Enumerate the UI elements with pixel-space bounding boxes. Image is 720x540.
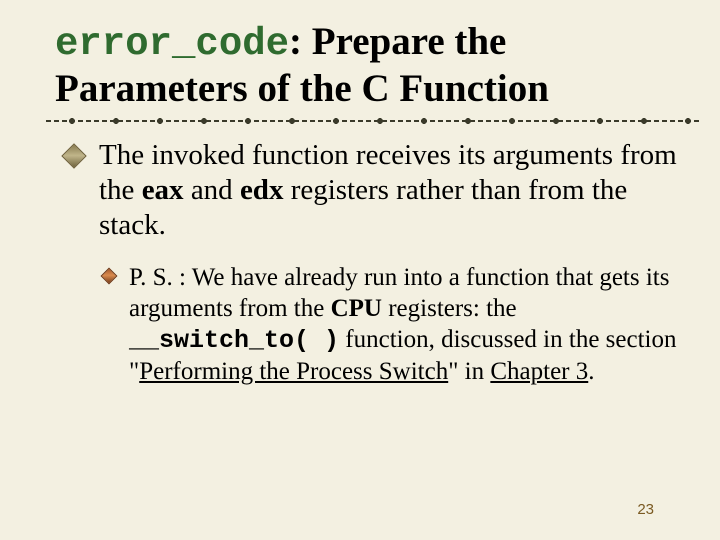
- title-c: C: [361, 67, 389, 110]
- b2-p4: " in: [448, 358, 490, 385]
- slide: error_code: Prepare the Parameters of th…: [0, 0, 720, 387]
- title-text-1: : Prepare the: [289, 20, 506, 63]
- title-code: error_code: [55, 22, 289, 66]
- page-number: 23: [637, 501, 654, 518]
- slide-body: The invoked function receives its argume…: [55, 138, 684, 387]
- b2-cpu: CPU: [331, 295, 382, 322]
- b2-p2: registers: the: [382, 295, 517, 322]
- b2-link1: Performing the Process Switch: [139, 358, 448, 385]
- b1-mid: and: [184, 174, 240, 206]
- b2-fn: __switch_to( ): [129, 326, 339, 355]
- diamond-icon: [101, 267, 118, 284]
- b2-p5: .: [588, 358, 594, 385]
- slide-title: error_code: Prepare the Parameters of th…: [55, 20, 684, 112]
- title-text-2: Parameters of the: [55, 67, 361, 110]
- bullet-level1: The invoked function receives its argume…: [55, 138, 684, 244]
- title-divider: [46, 118, 700, 124]
- b2-link2: Chapter 3: [490, 358, 588, 385]
- title-text-3: Function: [390, 67, 549, 110]
- bullet-level2: P. S. : We have already run into a funct…: [99, 262, 684, 387]
- diamond-icon: [61, 143, 86, 168]
- b1-reg2: edx: [240, 174, 284, 206]
- b1-reg1: eax: [142, 174, 184, 206]
